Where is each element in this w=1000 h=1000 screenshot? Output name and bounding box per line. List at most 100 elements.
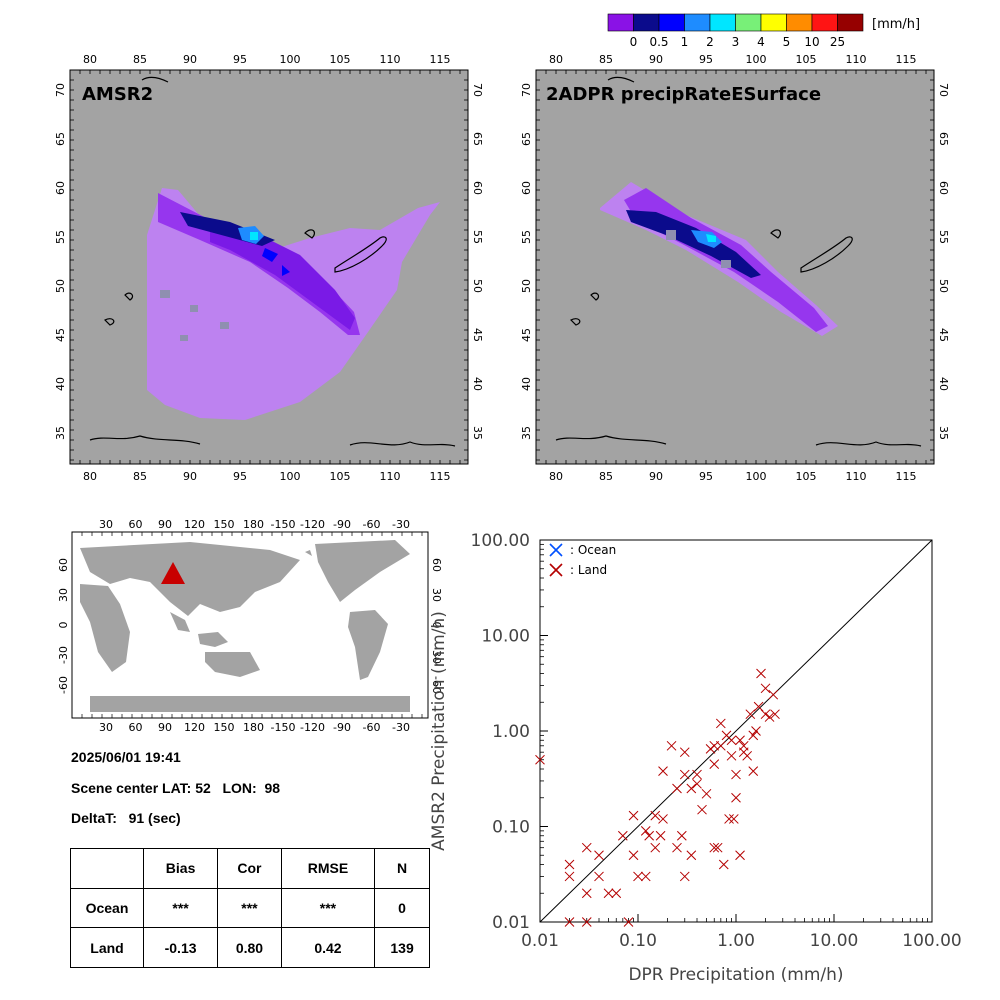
map-lat-labels-left: 70 65 60 55 50 45 40 35: [520, 83, 533, 440]
table-header-cell: [70, 848, 144, 889]
map-lon-labels-bottom: 80 85 90 95 100 105 110 115: [83, 470, 451, 483]
globe-lon-label: 90: [158, 721, 172, 734]
data-point: [726, 750, 737, 761]
x-tick-label: 0.10: [619, 931, 657, 951]
globe-lat-label: 60: [57, 558, 70, 572]
map-lat-labels-left: 70 65 60 55 50 45 40 35: [54, 83, 67, 440]
globe-lon-label: 60: [129, 721, 143, 734]
data-point: [672, 783, 682, 794]
one-to-one-line: [539, 539, 933, 923]
data-point: [728, 814, 739, 824]
data-point: [701, 788, 712, 799]
lon-tick-label: 95: [233, 53, 247, 66]
data-point: [735, 850, 745, 861]
globe-lon-label: -60: [363, 721, 381, 734]
table-cell: 0.42: [280, 927, 376, 968]
data-point: [712, 842, 723, 853]
coastlines: [555, 76, 922, 447]
lat-tick-label: 50: [937, 279, 950, 293]
data-point: [748, 730, 759, 741]
data-point: [658, 814, 668, 824]
table-cell: 139: [374, 927, 430, 968]
data-point: [735, 735, 745, 746]
data-point: [672, 842, 682, 853]
data-point: [581, 888, 592, 899]
colorbar-swatch: [658, 13, 685, 32]
lat-tick-label: 60: [471, 181, 484, 195]
map-lat-labels-right: 70 65 60 55 50 45 40 35: [937, 83, 950, 440]
globe-lat-label: -60: [57, 676, 70, 694]
globe-lon-label: 30: [99, 721, 113, 734]
table-header-row: Bias Cor RMSE N: [70, 848, 430, 889]
globe-lat-label: 30: [57, 588, 70, 602]
lon-tick-label: 85: [599, 470, 613, 483]
scene-datetime: 2025/06/01 19:41: [71, 749, 181, 765]
globe-lon-label: 180: [243, 518, 264, 531]
data-point: [760, 683, 771, 694]
dpr-precip-map: 80 85 90 95 100 105 110 115 80 85 90 95 100 105 110 11…: [520, 53, 950, 483]
lon-tick-label: 115: [896, 53, 917, 66]
data-point: [564, 859, 575, 870]
data-point: [628, 850, 639, 861]
table-row: Land -0.13 0.80 0.42 139: [70, 927, 430, 968]
globe-lat-label: 0: [430, 622, 443, 629]
map-lon-labels-top: 80 85 90 95 100 105 110 115: [83, 53, 451, 66]
colorbar-swatch: [709, 13, 736, 32]
lon-tick-label: 95: [699, 53, 713, 66]
colorbar-swatch: [607, 13, 634, 32]
lon-tick-label: 105: [796, 470, 817, 483]
lon-tick-label: 85: [133, 53, 147, 66]
globe-lon-label: -90: [333, 518, 351, 531]
lon-tick-label: 110: [380, 470, 401, 483]
globe-lon-label: 30: [99, 518, 113, 531]
table-cell: -0.13: [142, 927, 219, 968]
lat-tick-label: 70: [520, 83, 533, 97]
lon-tick-label: 90: [183, 53, 197, 66]
lat-tick-label: 55: [937, 230, 950, 244]
lon-tick-label: 110: [846, 53, 867, 66]
colorbar-tick-label: 3: [732, 35, 740, 49]
lon-tick-label: 105: [796, 53, 817, 66]
world-locator-map: 30 60 90 120 150 180 -150 -120 -90 -60 -30 30 60 90 1…: [57, 518, 443, 734]
globe-lon-label: -60: [363, 518, 381, 531]
scene-location-marker: [161, 562, 185, 584]
data-point: [658, 766, 668, 776]
x-axis-label: DPR Precipitation (mm/h): [628, 965, 843, 985]
lon-tick-label: 115: [430, 53, 451, 66]
data-point: [679, 871, 690, 882]
lon-tick-label: 85: [599, 53, 613, 66]
lat-tick-label: 35: [937, 426, 950, 440]
globe-lon-label: -120: [300, 721, 325, 734]
legend-marker: [549, 563, 563, 577]
globe-lat-labels-left: 60 30 0 -30 -60: [57, 558, 70, 694]
lat-tick-label: 45: [471, 328, 484, 342]
lon-tick-label: 80: [83, 53, 97, 66]
lon-tick-label: 100: [746, 53, 767, 66]
lon-tick-label: 100: [280, 470, 301, 483]
colorbar-swatch: [760, 13, 787, 32]
legend-marker: [549, 543, 563, 557]
y-tick-label: 1.00: [492, 722, 530, 742]
lon-tick-label: 105: [330, 470, 351, 483]
data-point: [768, 689, 779, 700]
colorbar-tick-label: 0.5: [649, 35, 668, 49]
legend: : Ocean: Land: [549, 543, 616, 577]
lat-tick-label: 35: [471, 426, 484, 440]
lon-tick-label: 80: [549, 53, 563, 66]
globe-lon-label: -120: [300, 518, 325, 531]
data-point: [756, 668, 766, 679]
colorbar-tick-label: 2: [706, 35, 714, 49]
lat-tick-label: 60: [937, 181, 950, 195]
globe-lon-label: -90: [333, 721, 351, 734]
data-point: [603, 888, 614, 899]
lat-tick-label: 55: [471, 230, 484, 244]
colorbar-swatch: [633, 13, 660, 32]
globe-lat-labels-right: 60 30 0 -30 -60: [430, 558, 443, 694]
globe-lon-label: -30: [392, 518, 410, 531]
globe-lat-label: -60: [430, 676, 443, 694]
data-point: [692, 769, 702, 780]
data-point: [697, 804, 707, 815]
x-tick-label: 10.00: [810, 931, 859, 951]
colorbar-tick-label: 1: [681, 35, 689, 49]
table-cell: 0: [374, 887, 430, 929]
